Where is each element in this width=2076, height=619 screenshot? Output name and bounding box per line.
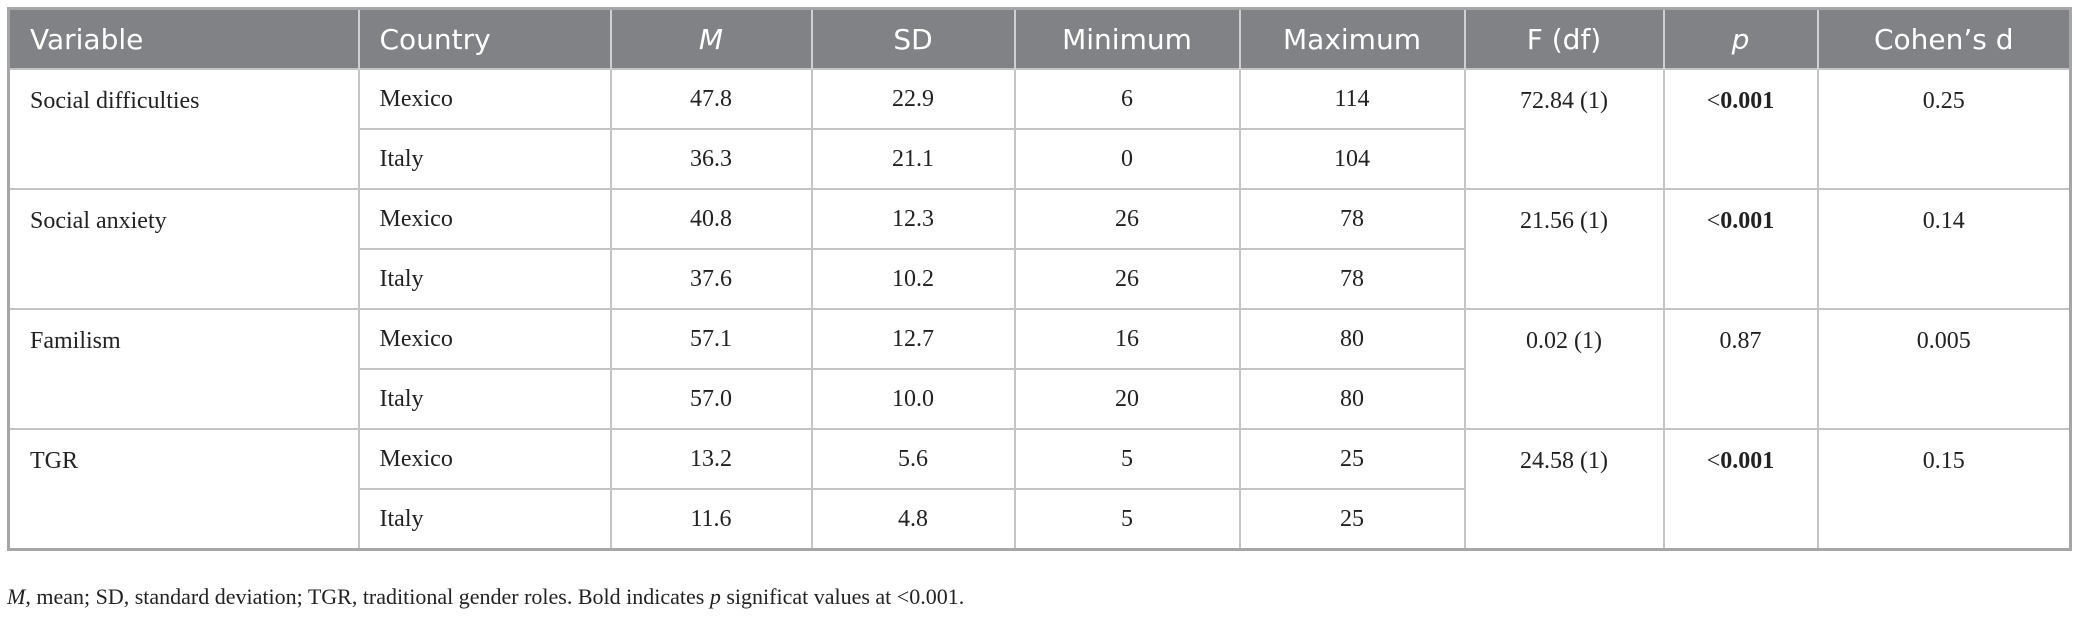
header-text: p (1731, 22, 1750, 56)
value-cell: 104 (1238, 128, 1466, 190)
value-cell: 5 (1013, 428, 1241, 490)
footnote-text: , mean; SD, standard deviation; TGR, tra… (25, 584, 710, 609)
d-cell: 0.15 (1816, 428, 2072, 551)
value-cell: 57.0 (609, 368, 813, 430)
value-cell: 5 (1013, 488, 1241, 551)
country-cell: Italy (357, 248, 612, 310)
p-value: 0.87 (1719, 328, 1762, 354)
value-cell: 47.8 (609, 68, 813, 130)
p-sign: < (1706, 208, 1721, 234)
value-cell: 6 (1013, 68, 1241, 130)
header-row: Variable Country M SD Minimum Maximum F (df) p C… (7, 8, 2071, 69)
variable-cell: Familism (7, 308, 360, 430)
table-row: Italy 37.6 10.2 26 78 (9, 248, 2071, 310)
header-cell: M (609, 8, 812, 69)
data-table: Variable Country M SD Minimum Maximum F (df) p C… (7, 7, 2072, 551)
header-text: Country (379, 22, 491, 56)
f-cell: 24.58 (1) (1463, 428, 1665, 551)
header-cell: SD (810, 8, 1015, 69)
header-text: Cohen’s d (1873, 22, 2014, 56)
value-cell: 57.1 (609, 308, 813, 370)
p-cell: <0.001 (1662, 428, 1819, 551)
value-cell: 12.3 (810, 188, 1016, 250)
table-body: Social difficulties Mexico 47.8 22.9 6 114 72.… (7, 68, 2072, 551)
value-cell: 0 (1013, 128, 1241, 190)
country-cell: Italy (357, 488, 612, 551)
header-cell: p (1662, 8, 1818, 69)
value-cell: 40.8 (609, 188, 813, 250)
country-cell: Italy (357, 128, 612, 190)
f-cell: 0.02 (1) (1463, 308, 1665, 430)
value-cell: 26 (1013, 188, 1241, 250)
footnote-text: M (7, 584, 26, 609)
table-row: Italy 11.6 4.8 5 25 (9, 488, 2071, 551)
table-row: Familism Mexico 57.1 12.7 16 80 0.02 (1) 0.87 0.… (7, 308, 2072, 430)
country-cell: Mexico (357, 308, 612, 370)
header-text: SD (893, 22, 933, 56)
value-cell: 78 (1238, 248, 1466, 310)
p-value: 0.001 (1720, 208, 1775, 234)
table-row: Social anxiety Mexico 40.8 12.3 26 78 21.56 (1… (7, 188, 2072, 310)
footnote-text: significat values at <0.001. (720, 584, 965, 609)
header-cell: Country (357, 8, 611, 69)
f-cell: 72.84 (1) (1463, 68, 1665, 190)
footnote-text: p (709, 584, 721, 609)
value-cell: 12.7 (810, 308, 1016, 370)
header-text: Variable (30, 22, 144, 56)
value-cell: 25 (1238, 488, 1466, 551)
country-cell: Mexico (357, 428, 612, 490)
variable-cell: Social anxiety (7, 188, 360, 310)
p-value: 0.001 (1720, 88, 1775, 114)
header-cell: Variable (7, 8, 359, 69)
table-row: TGR Mexico 13.2 5.6 5 25 24.58 (1) <0.001 0.15 (7, 428, 2072, 551)
value-cell: 13.2 (609, 428, 813, 490)
variable-cell: TGR (7, 428, 360, 551)
p-sign: < (1706, 88, 1721, 114)
d-cell: 0.25 (1816, 68, 2072, 190)
p-cell: <0.001 (1662, 68, 1819, 190)
f-cell: 21.56 (1) (1463, 188, 1665, 310)
value-cell: 11.6 (609, 488, 813, 551)
value-cell: 25 (1238, 428, 1466, 490)
p-value: 0.001 (1720, 448, 1775, 474)
value-cell: 26 (1013, 248, 1241, 310)
value-cell: 5.6 (810, 428, 1016, 490)
footnote: M, mean; SD, standard deviation; TGR, tr… (7, 584, 964, 610)
table-row: Social difficulties Mexico 47.8 22.9 6 114 72.… (7, 68, 2072, 190)
p-sign: < (1706, 448, 1721, 474)
value-cell: 37.6 (609, 248, 813, 310)
value-cell: 80 (1238, 308, 1466, 370)
value-cell: 80 (1238, 368, 1466, 430)
value-cell: 4.8 (810, 488, 1016, 551)
header-cell: Minimum (1013, 8, 1240, 69)
header-cell: F (df) (1463, 8, 1664, 69)
value-cell: 36.3 (609, 128, 813, 190)
header-cell: Maximum (1238, 8, 1465, 69)
header-cell: Cohen’s d (1816, 8, 2071, 69)
header-text: F (df) (1526, 22, 1602, 56)
country-cell: Mexico (357, 68, 612, 130)
table-row: Italy 36.3 21.1 0 104 (9, 128, 2071, 190)
value-cell: 20 (1013, 368, 1241, 430)
value-cell: 78 (1238, 188, 1466, 250)
p-cell: <0.001 (1662, 188, 1819, 310)
value-cell: 21.1 (810, 128, 1016, 190)
value-cell: 22.9 (810, 68, 1016, 130)
country-cell: Italy (357, 368, 612, 430)
table-row: Italy 57.0 10.0 20 80 (9, 368, 2071, 430)
d-cell: 0.14 (1816, 188, 2072, 310)
p-cell: 0.87 (1662, 308, 1819, 430)
header-text: M (698, 22, 724, 56)
d-cell: 0.005 (1816, 308, 2072, 430)
value-cell: 16 (1013, 308, 1241, 370)
value-cell: 114 (1238, 68, 1466, 130)
value-cell: 10.0 (810, 368, 1016, 430)
header-text: Minimum (1062, 22, 1192, 56)
variable-cell: Social difficulties (7, 68, 360, 190)
country-cell: Mexico (357, 188, 612, 250)
header-text: Maximum (1283, 22, 1421, 56)
value-cell: 10.2 (810, 248, 1016, 310)
